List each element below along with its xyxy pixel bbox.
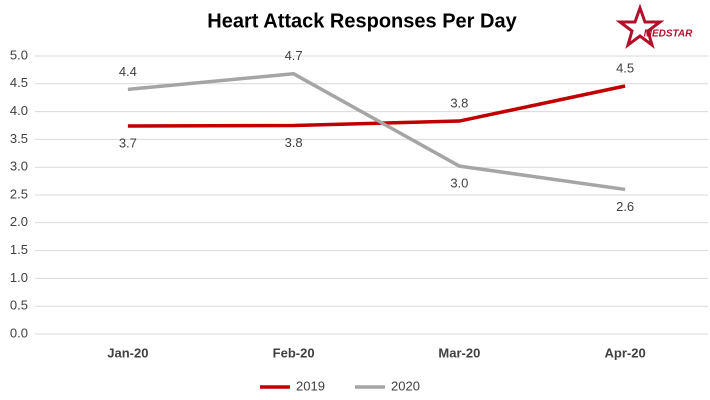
x-tick-label: Feb-20 — [273, 345, 315, 360]
y-tick-label: 2.5 — [10, 186, 28, 201]
y-tick-label: 0.0 — [10, 325, 28, 340]
y-tick-label: 5.0 — [10, 47, 28, 62]
data-label: 4.5 — [616, 60, 634, 75]
data-label: 4.7 — [285, 48, 303, 63]
y-tick-label: 4.5 — [10, 75, 28, 90]
legend-label: 2020 — [391, 378, 420, 393]
data-label: 4.4 — [119, 64, 137, 79]
y-tick-label: 1.0 — [10, 270, 28, 285]
data-label: 3.0 — [450, 176, 468, 191]
y-tick-label: 2.0 — [10, 214, 28, 229]
series-line — [127, 84, 626, 128]
y-tick-label: 4.0 — [10, 103, 28, 118]
data-label: 3.8 — [285, 135, 303, 150]
y-tick-label: 3.0 — [10, 159, 28, 174]
x-tick-label: Jan-20 — [107, 345, 148, 360]
x-tick-label: Apr-20 — [605, 345, 646, 360]
y-tick-label: 0.5 — [10, 298, 28, 313]
logo-text: MEDSTAR — [644, 29, 693, 40]
data-label: 3.8 — [450, 95, 468, 110]
y-tick-label: 1.5 — [10, 242, 28, 257]
logo-star — [615, 3, 665, 49]
legend-label: 2019 — [296, 378, 325, 393]
data-label: 2.6 — [616, 199, 634, 214]
data-label: 3.7 — [119, 135, 137, 150]
logo: MEDSTAR — [615, 3, 693, 49]
series-line — [127, 72, 626, 192]
x-tick-label: Mar-20 — [438, 345, 480, 360]
chart-title: Heart Attack Responses Per Day — [207, 10, 517, 32]
y-tick-label: 3.5 — [10, 131, 28, 146]
